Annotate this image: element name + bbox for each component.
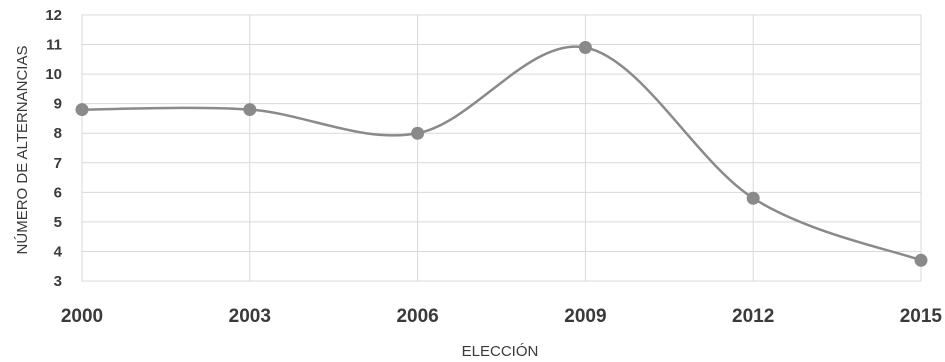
x-tick-labels: 2000 2003 2006 2009 2012 2015 — [61, 306, 943, 327]
data-point-2009 — [578, 41, 592, 55]
x-tick-label: 2009 — [564, 306, 606, 327]
plot-frame — [81, 14, 922, 282]
y-tick-label: 6 — [54, 184, 62, 201]
y-tick-label: 4 — [54, 243, 63, 260]
y-tick-label: 9 — [54, 96, 62, 113]
y-tick-label: 3 — [54, 273, 62, 290]
data-point-2015 — [914, 253, 928, 267]
y-tick-label: 5 — [54, 214, 62, 231]
data-point-2000 — [75, 103, 89, 117]
x-tick-label: 2015 — [900, 306, 943, 327]
grid-lines — [81, 14, 922, 282]
y-tick-labels: 3 4 5 6 7 8 9 10 11 12 — [45, 7, 62, 290]
data-point-2012 — [746, 191, 760, 205]
y-tick-label: 10 — [45, 66, 62, 83]
data-point-2003 — [243, 103, 257, 117]
x-tick-label: 2003 — [229, 306, 271, 327]
y-tick-label: 7 — [54, 155, 62, 172]
x-tick-label: 2012 — [732, 306, 774, 327]
x-axis-label: ELECCIÓN — [462, 343, 539, 360]
y-tick-label: 12 — [45, 7, 62, 24]
x-tick-label: 2006 — [396, 306, 438, 327]
y-tick-label: 11 — [46, 37, 62, 54]
series-line — [81, 45, 922, 262]
y-axis-label: NÚMERO DE ALTERNANCIAS — [14, 46, 31, 255]
data-point-2006 — [411, 126, 425, 140]
x-tick-label: 2000 — [61, 306, 103, 327]
y-tick-label: 8 — [54, 125, 62, 142]
data-points — [75, 41, 928, 267]
